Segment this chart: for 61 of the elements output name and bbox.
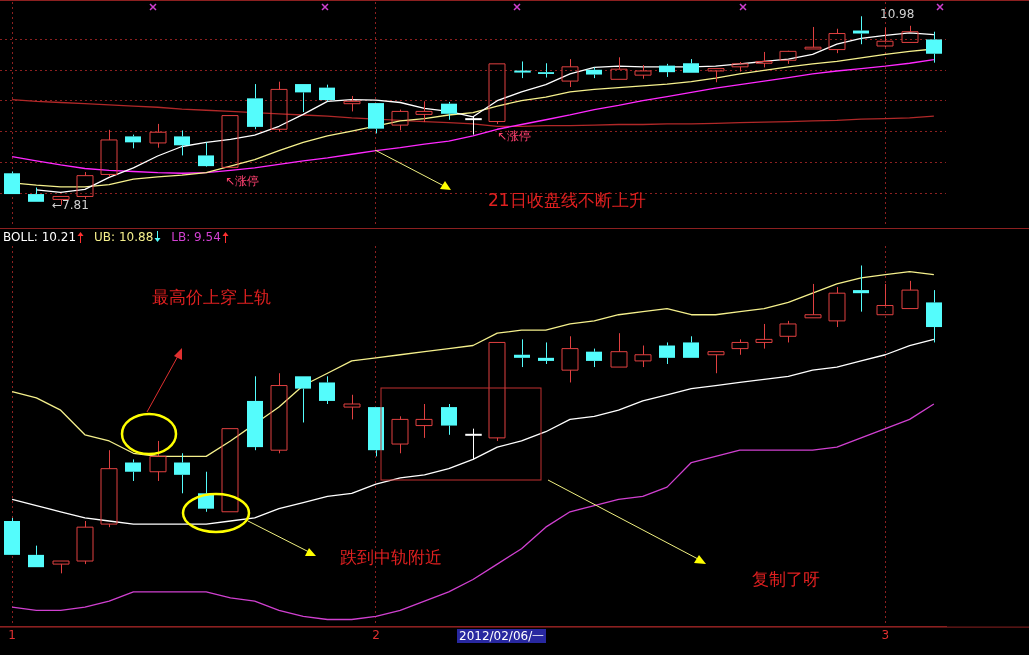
candlestick [100,129,118,178]
candlestick [586,66,602,79]
candlestick [295,84,311,113]
annotation: 复制了呀 [752,569,820,589]
x-tick-label: 1 [8,627,16,642]
candlestick [247,83,263,130]
candlestick [319,375,335,405]
candlestick [659,341,675,365]
candlestick [804,283,822,319]
candlestick [125,458,141,482]
annotation: 21日收盘线不断上升 [488,190,646,210]
candlestick [926,31,942,64]
candlestick [247,375,263,451]
candlestick [270,81,288,133]
annotation: ↖涨停 [497,129,532,143]
candlestick [4,517,20,555]
candlestick [513,60,532,79]
text: UB: 10.88 [94,230,155,244]
candlestick [926,289,942,343]
candlestick [538,62,554,79]
candlestick [343,95,361,112]
candlestick [198,141,214,167]
annotation: ↖涨停 [225,174,260,188]
candlestick [538,341,554,365]
candlestick [514,338,530,368]
candlestick [586,348,602,368]
annotation: 10.98 [880,7,915,21]
text: 2012/02/06/一 [457,629,547,643]
candlestick [853,264,869,313]
candlestick [731,338,749,356]
candlestick [319,84,335,101]
candlestick [707,351,725,374]
annotation: ←7.81 [52,198,89,212]
candlestick [270,372,288,454]
candlestick [828,286,846,328]
candlestick [100,449,118,528]
candlestick [28,545,44,568]
candlestick [174,129,190,156]
text: LB: 9.54 [171,230,222,244]
text: BOLL: 10.21 [3,230,78,244]
candlestick [464,428,483,460]
candlestick [4,170,20,195]
candlestick [683,58,699,73]
candlestick [659,63,675,78]
candlestick [707,68,725,83]
candlestick [488,63,506,125]
candlestick [441,403,457,436]
annotation: 跌到中轨附近 [340,547,442,567]
candlestick [853,15,869,45]
annotation: 最高价上穿上轨 [152,287,271,307]
candlestick [295,376,311,423]
candlestick [174,452,190,494]
candlestick [343,394,361,420]
candlestick [683,335,699,358]
candlestick [415,403,433,439]
candlestick [415,100,433,123]
x-tick-label: 2 [372,627,380,642]
candlestick [804,26,822,50]
x-tick-label: 3 [881,627,890,642]
candlestick [441,101,457,121]
candlestick [755,323,773,350]
